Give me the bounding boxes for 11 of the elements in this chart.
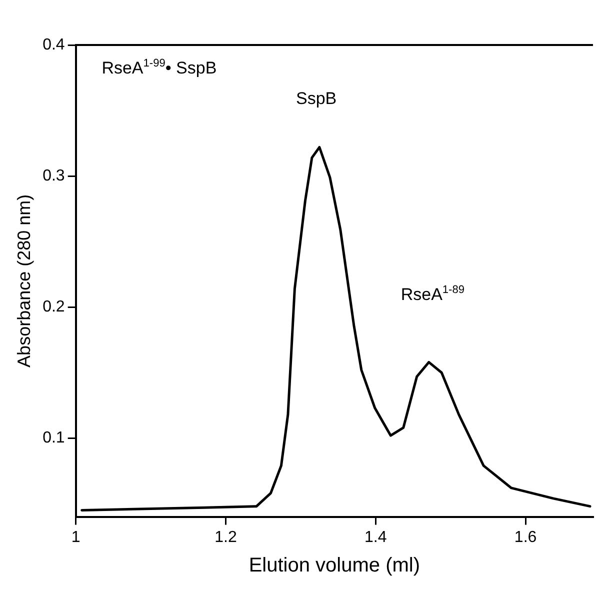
x-tick-label: 1.2 (214, 528, 237, 546)
y-axis-title: Absorbance (280 nm) (14, 194, 34, 368)
y-tick-label: 0.2 (42, 298, 65, 316)
annotation: SspB (296, 88, 337, 108)
y-tick-label: 0.1 (42, 430, 65, 447)
x-axis-title: Elution volume (ml) (248, 554, 420, 577)
x-tick-label: 1.4 (364, 528, 387, 546)
x-tick-label: 1.6 (514, 528, 537, 546)
x-tick-label: 1 (71, 528, 80, 546)
y-tick-label: 0.4 (42, 36, 65, 54)
y-tick-label: 0.3 (42, 167, 65, 184)
